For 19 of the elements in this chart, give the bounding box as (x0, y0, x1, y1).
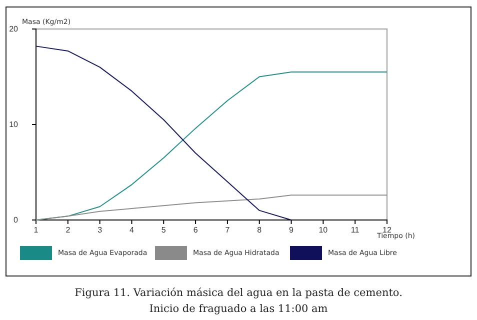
x-tick-label: 3 (98, 226, 103, 235)
x-tick-label: 2 (66, 226, 71, 235)
line-series (36, 46, 292, 220)
x-tick-label: 8 (257, 226, 262, 235)
y-tick-label: 20 (9, 24, 19, 34)
x-tick-label: 12 (382, 226, 392, 235)
x-tick-label: 9 (289, 226, 294, 235)
text: Inicio de fraguado a las 11:00 am (149, 303, 328, 315)
x-tick-label: 4 (130, 226, 134, 235)
x-tick-label: 10 (318, 226, 328, 235)
x-tick-label: 11 (350, 226, 360, 235)
line-series (36, 194, 388, 220)
x-tick-label: 1 (34, 226, 39, 235)
text: Figura 11. Variación másica del agua en la pasta de cemento. (74, 287, 402, 299)
x-tick-label: 5 (161, 226, 166, 235)
x-tick-label: 6 (193, 226, 198, 235)
y-tick-label: 0 (14, 216, 19, 225)
x-tick-label: 7 (225, 226, 230, 235)
y-tick-label: 10 (9, 120, 19, 130)
